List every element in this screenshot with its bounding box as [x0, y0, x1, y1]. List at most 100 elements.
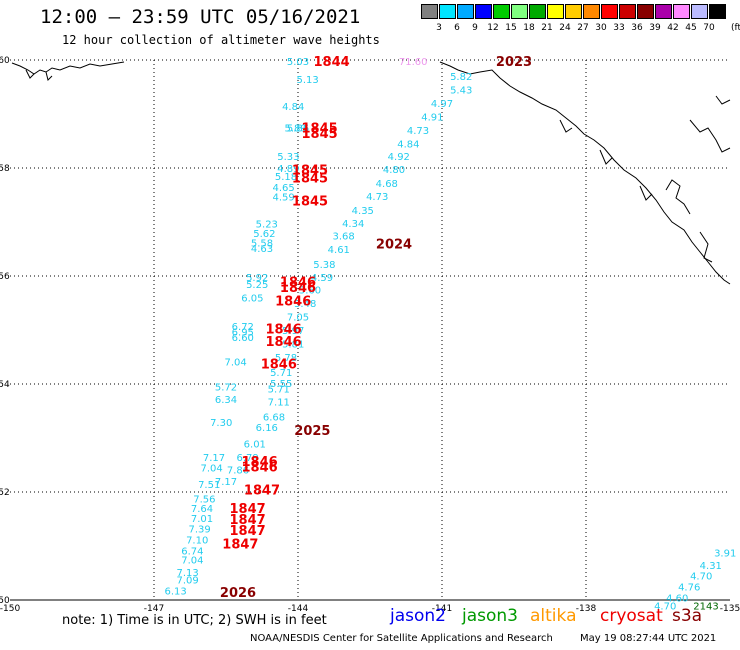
- wave-height-value: 6.05: [241, 294, 263, 305]
- wave-height-value: 4.73: [407, 126, 429, 137]
- pass-time-label: 2023: [496, 55, 532, 70]
- pass-time-label: 1846: [266, 322, 302, 337]
- wave-height-value: 7.04: [200, 464, 222, 475]
- lat-tick-label: 56: [0, 272, 10, 282]
- wave-height-value: 5.13: [296, 75, 318, 86]
- wave-height-value: 5.55: [270, 379, 292, 390]
- wave-height-value: 4.65: [272, 183, 294, 194]
- legend-swatch: [547, 4, 564, 19]
- wave-height-value: 4.61: [328, 245, 350, 256]
- wave-height-value: 4.92: [388, 152, 410, 163]
- pass-time-label: 1844: [314, 55, 350, 70]
- wave-height-value: 7.01: [191, 514, 213, 525]
- lat-tick-label: 58: [0, 164, 10, 174]
- pass-time-label: 1847: [222, 537, 258, 552]
- lat-tick-label: 60: [0, 56, 10, 66]
- page-subtitle: 12 hour collection of altimeter wave hei…: [62, 33, 380, 47]
- wave-height-value: 3.68: [332, 232, 354, 243]
- pass-time-label: 1847: [230, 502, 266, 517]
- pass-time-label: 1846: [266, 335, 302, 350]
- wave-height-value: 5.62: [253, 229, 275, 240]
- wave-height-value: 4.59: [311, 273, 333, 284]
- wave-height-value: 5.82: [450, 72, 472, 83]
- lon-tick-label: -135: [720, 604, 740, 614]
- wave-height-value: 4.97: [431, 99, 453, 110]
- wave-height-value: 5.92: [246, 273, 268, 284]
- pass-time-label: 2024: [376, 238, 412, 253]
- legend-label: 21: [541, 23, 553, 33]
- wave-height-value: 7.04: [181, 556, 203, 567]
- lat-tick-label: 54: [0, 380, 10, 390]
- wave-height-value: 5.03: [287, 57, 309, 68]
- pass-time-label: 1846: [242, 455, 278, 470]
- wave-height-value: 7.11: [268, 397, 290, 408]
- wave-height-value: 7.17: [203, 453, 225, 464]
- legend-swatch: [439, 4, 456, 19]
- legend-label: 33: [613, 23, 625, 33]
- lon-tick-label: -141: [432, 604, 452, 614]
- wave-height-value: 7.09: [176, 575, 198, 586]
- wave-height-value: 7.13: [176, 568, 198, 579]
- legend-label: 70: [703, 23, 715, 33]
- legend-label: 12: [487, 23, 499, 33]
- pass-time-label: 1845: [302, 122, 338, 137]
- legend-label: 42: [667, 23, 679, 33]
- wave-height-value: 7.05: [287, 313, 309, 324]
- legend-label: 6: [454, 23, 460, 33]
- pass-time-label: 1845: [292, 194, 328, 209]
- wave-height-value: 4.84: [282, 102, 304, 113]
- wave-height-value: 4.70: [690, 572, 712, 583]
- wave-height-value: 4.84: [397, 140, 419, 151]
- legend-swatch: [511, 4, 528, 19]
- wave-height-value: 6.79: [236, 453, 258, 464]
- legend-swatch: [421, 4, 438, 19]
- pass-time-label: 1846: [280, 275, 316, 290]
- pass-time-label: 1845: [292, 164, 328, 179]
- wave-height-value: 7.64: [191, 504, 213, 515]
- wave-height-value: 5.38: [313, 260, 335, 271]
- wave-height-value: 5.25: [246, 280, 268, 291]
- pass-time-label: 2025: [294, 424, 330, 439]
- wave-height-value: 5.72: [215, 383, 237, 394]
- coastline-southeast-alaska: [439, 61, 731, 285]
- lon-tick-label: -147: [144, 604, 164, 614]
- legend-label: 36: [631, 23, 643, 33]
- wave-height-value: 6.60: [232, 333, 254, 344]
- wave-height-value: 7.51: [198, 480, 220, 491]
- legend-swatch: [637, 4, 654, 19]
- legend-label: 18: [523, 23, 535, 33]
- lon-tick-label: -138: [576, 604, 597, 614]
- coastline-kenai: [11, 61, 125, 75]
- wave-height-value: 5.71: [268, 384, 290, 395]
- legend-swatch: [691, 4, 708, 19]
- satellite-altika: altika: [530, 606, 577, 626]
- wave-height-value: 4.31: [700, 561, 722, 572]
- wave-height-value: 7.10: [186, 536, 208, 547]
- wave-height-value: 7.56: [193, 494, 215, 505]
- lon-tick-label: -150: [0, 604, 20, 614]
- wave-height-value: 5.48: [294, 299, 316, 310]
- wave-height-value: 4.91: [421, 113, 443, 124]
- wave-height-value: 5.23: [256, 220, 278, 231]
- pass-time-label: 1845: [302, 127, 338, 142]
- wave-height-value: 5.33: [277, 152, 299, 163]
- wave-height-value: 3.91: [714, 548, 736, 559]
- legend-swatch: [583, 4, 600, 19]
- pass-time-label: 1846: [275, 294, 311, 309]
- legend-label: 3: [436, 23, 442, 33]
- satellite-jason2: jason2: [390, 606, 446, 626]
- wave-height-value: 5.81: [282, 340, 304, 351]
- wave-height-value: 4.68: [376, 179, 398, 190]
- wave-height-value: 7.86: [227, 465, 249, 476]
- wave-height-value: 4.35: [352, 206, 374, 217]
- legend-swatch: [529, 4, 546, 19]
- wave-height-value: 5.58: [251, 239, 273, 250]
- page-title: 12:00 – 23:59 UTC 05/16/2021: [40, 6, 361, 28]
- coastline-kenai-detail: [25, 69, 53, 81]
- pass-time-label: 1845: [292, 172, 328, 187]
- legend-label: 27: [577, 23, 589, 33]
- wave-height-value: 6.72: [232, 322, 254, 333]
- wave-height-value: 71.60: [399, 57, 428, 68]
- legend-swatch: [565, 4, 582, 19]
